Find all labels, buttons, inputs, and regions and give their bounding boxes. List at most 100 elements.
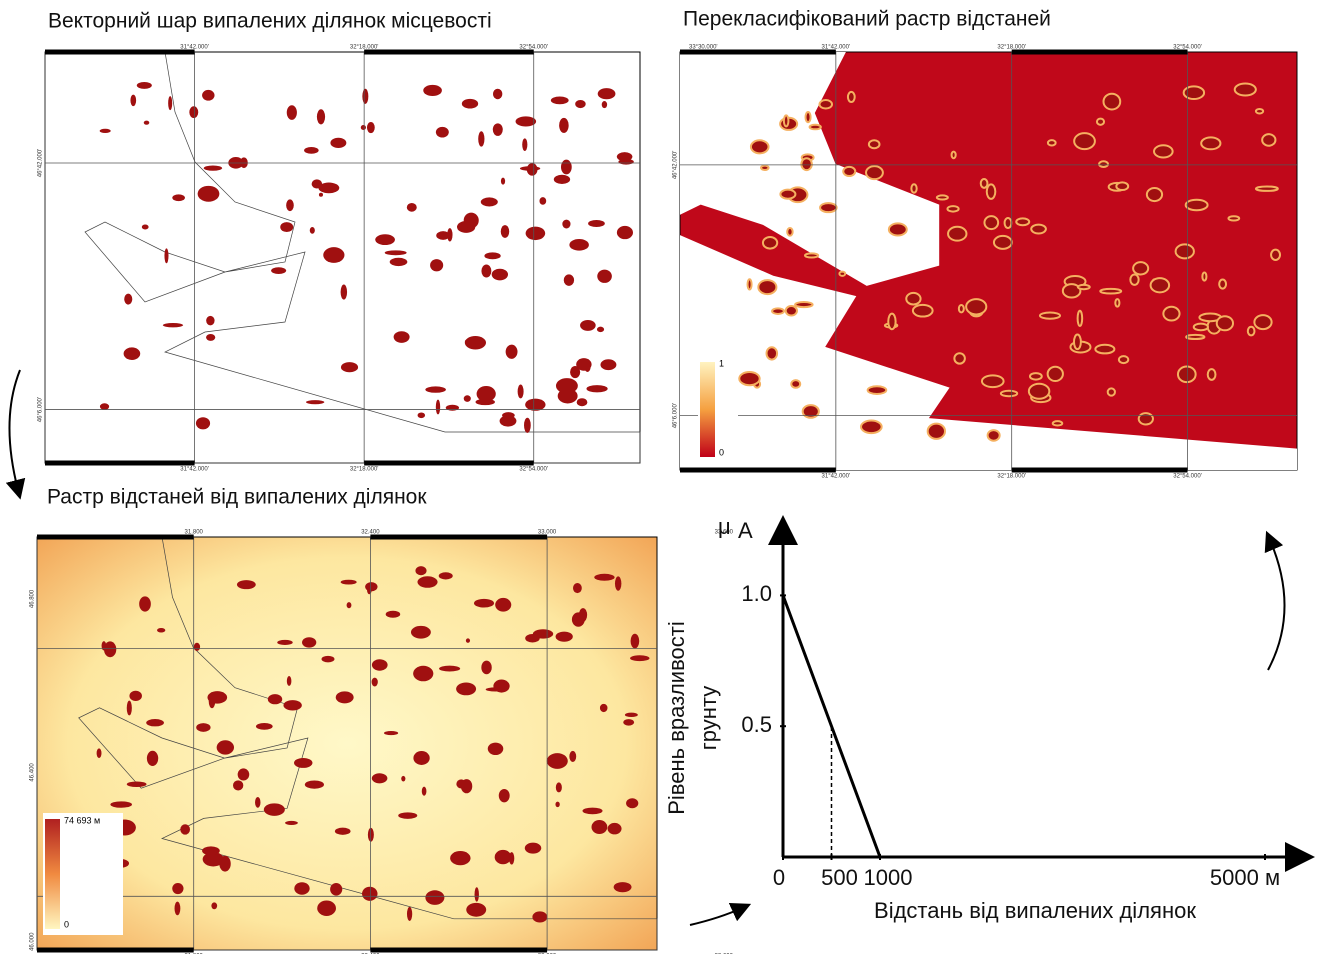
burned-area xyxy=(198,186,220,202)
burned-area xyxy=(1248,327,1255,336)
legend-label: 0 xyxy=(64,919,69,929)
burned-area xyxy=(868,386,887,394)
burned-area xyxy=(401,776,405,782)
burned-area xyxy=(1001,391,1017,396)
flow-arrow xyxy=(690,908,742,925)
burned-area xyxy=(562,220,570,229)
burned-area xyxy=(361,125,366,130)
burned-area xyxy=(425,386,446,392)
burned-area xyxy=(524,418,531,433)
burned-area xyxy=(322,656,335,663)
burned-area xyxy=(499,789,510,802)
burned-area xyxy=(1219,280,1226,289)
burned-area xyxy=(806,112,811,122)
y-tick-label: 0.5 xyxy=(741,712,772,737)
burned-area xyxy=(180,824,190,834)
burned-area xyxy=(493,123,503,136)
burned-area xyxy=(475,887,479,901)
burned-area xyxy=(1271,250,1280,260)
burned-area xyxy=(164,248,168,263)
burned-area xyxy=(1040,313,1060,319)
burned-area xyxy=(1053,421,1063,425)
burned-area xyxy=(390,258,408,266)
x-coord-label: 32°54.000' xyxy=(519,45,548,51)
burned-area xyxy=(189,106,198,118)
burned-area xyxy=(791,380,800,388)
burned-area xyxy=(127,781,147,787)
burned-area xyxy=(417,576,437,587)
burned-area xyxy=(385,250,407,255)
burned-area xyxy=(372,659,388,670)
burned-area xyxy=(237,580,256,589)
burned-area xyxy=(982,375,1004,387)
burned-area xyxy=(196,417,210,429)
legend-label: 1 xyxy=(719,358,724,368)
x-coord-label: 32.400 xyxy=(361,530,380,536)
burned-area xyxy=(947,206,958,212)
burned-area xyxy=(1031,225,1046,234)
burned-area xyxy=(137,82,152,89)
burned-area xyxy=(1005,218,1012,228)
burned-area xyxy=(848,92,855,102)
burned-area xyxy=(418,412,425,418)
burned-area xyxy=(600,704,608,712)
burned-area xyxy=(285,821,298,825)
burned-area xyxy=(124,347,141,360)
burned-area xyxy=(575,100,586,108)
y-coord-label: 46.400 xyxy=(30,763,36,782)
burned-area xyxy=(1130,274,1138,284)
burned-area xyxy=(1139,413,1153,424)
burned-area xyxy=(1030,373,1042,380)
burned-area xyxy=(1048,140,1056,145)
burned-area xyxy=(522,138,527,151)
burned-area xyxy=(525,843,541,854)
burned-area xyxy=(591,820,607,834)
map-background xyxy=(37,537,657,950)
burned-area xyxy=(130,95,136,107)
burned-area xyxy=(594,574,614,581)
burned-area xyxy=(525,399,545,411)
burned-area xyxy=(217,740,234,754)
burned-area xyxy=(124,294,132,305)
x-coord-label: 32°54.000' xyxy=(1173,474,1202,480)
burned-area xyxy=(1016,218,1029,225)
burned-area xyxy=(302,637,316,647)
burned-area xyxy=(1235,83,1256,95)
burned-area xyxy=(586,385,607,392)
burned-area xyxy=(889,223,907,235)
burned-area xyxy=(614,882,632,892)
burned-area xyxy=(488,743,504,755)
burned-area xyxy=(271,267,286,274)
burned-area xyxy=(795,302,812,307)
burned-area xyxy=(1119,356,1128,363)
burned-area xyxy=(787,228,792,236)
burned-area xyxy=(539,197,546,205)
burned-area xyxy=(492,269,508,281)
burned-area xyxy=(1176,244,1194,258)
burned-area xyxy=(439,666,460,672)
burned-area xyxy=(481,197,498,206)
x-coord-label: 31°42.000' xyxy=(180,45,209,51)
burned-area xyxy=(256,723,273,730)
burned-area xyxy=(367,585,372,594)
panel-title: Перекласифікований растр відстаней xyxy=(683,8,1051,31)
burned-area xyxy=(569,751,576,762)
burned-area xyxy=(518,385,524,399)
burned-area xyxy=(954,353,964,363)
burned-area xyxy=(615,576,621,590)
burned-area xyxy=(819,100,832,109)
burned-area xyxy=(906,293,920,305)
y-coord-label: 46.000 xyxy=(30,932,36,951)
burned-area xyxy=(551,96,569,104)
burned-area xyxy=(784,115,789,126)
burned-area xyxy=(805,253,818,257)
burned-area xyxy=(526,227,546,240)
burned-area xyxy=(597,270,612,283)
burned-area xyxy=(100,403,109,410)
burned-area xyxy=(280,222,293,232)
burned-area xyxy=(598,88,616,99)
burned-area xyxy=(423,85,442,96)
burned-area xyxy=(268,694,282,704)
burned-area xyxy=(559,118,569,133)
burned-area xyxy=(384,731,398,735)
